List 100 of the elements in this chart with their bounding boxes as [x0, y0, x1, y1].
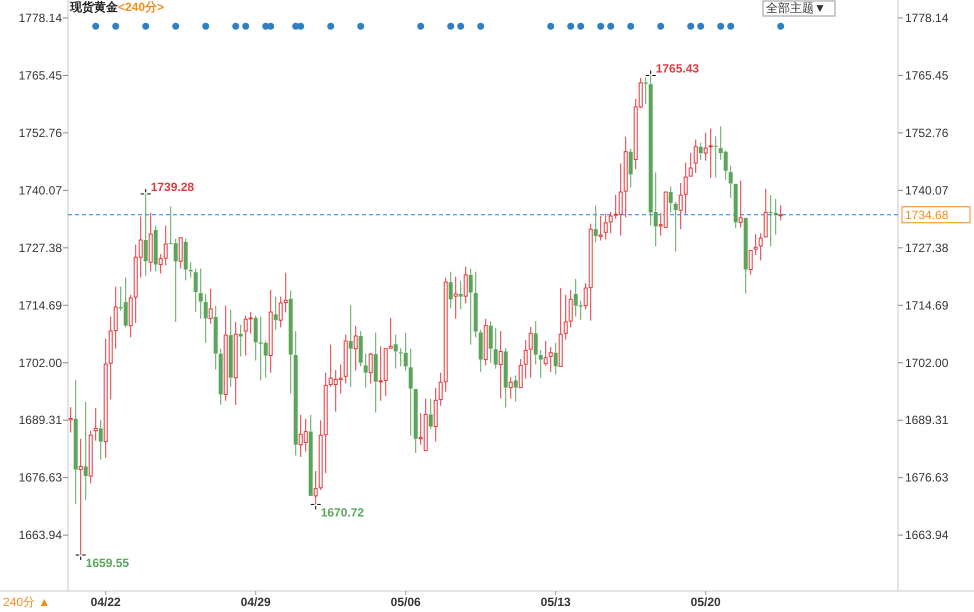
annotation: 全部主题▼	[766, 1, 826, 15]
candlestick	[714, 136, 718, 178]
candlestick	[224, 305, 228, 402]
candlestick	[314, 470, 318, 505]
candlestick	[494, 327, 498, 370]
candlestick	[428, 398, 433, 430]
candlestick	[448, 271, 453, 309]
candlestick	[374, 332, 378, 414]
candlestick	[528, 326, 533, 378]
candlestick	[568, 289, 573, 328]
candlestick	[354, 326, 358, 371]
candlestick	[204, 293, 208, 344]
candlestick	[688, 152, 693, 177]
candlestick	[594, 205, 598, 243]
candlestick	[668, 186, 673, 213]
candlestick	[148, 212, 153, 272]
candlestick	[274, 296, 278, 330]
candlestick	[434, 388, 438, 442]
candlestick	[294, 330, 298, 456]
y-tick-label: 1740.07	[18, 183, 62, 198]
candlestick	[234, 321, 238, 406]
candlestick	[218, 348, 223, 406]
candlestick	[704, 132, 708, 162]
candlestick	[488, 320, 493, 364]
candlestick	[94, 408, 98, 442]
candlestick	[734, 184, 738, 229]
text: 1765.45	[905, 68, 948, 82]
text: 1663.94	[905, 528, 948, 542]
text: 1676.63	[905, 470, 948, 485]
candlestick	[498, 330, 503, 400]
y-tick-label: 1765.45	[18, 68, 62, 82]
candlestick	[478, 329, 483, 372]
candlestick	[288, 290, 293, 394]
candlestick	[358, 330, 363, 367]
text: 1752.76	[905, 126, 948, 140]
y-tick-label: 1778.14	[18, 10, 62, 25]
candlestick	[74, 379, 78, 505]
text: 1689.31	[905, 413, 948, 428]
text: 1740.07	[905, 183, 948, 198]
candlestick	[344, 334, 348, 384]
candlestick	[68, 406, 73, 433]
x-tick-label: 05/20	[690, 595, 722, 609]
candlestick	[644, 76, 648, 105]
candlestick	[514, 374, 518, 402]
candlestick	[694, 138, 698, 174]
candlestick	[744, 218, 748, 294]
y-tick-label: 1663.94	[18, 528, 62, 542]
candlestick	[464, 266, 468, 304]
text: 240分 ▲	[3, 595, 50, 609]
text: 1778.14	[905, 10, 948, 25]
text: 1727.38	[905, 240, 948, 255]
candlestick	[548, 346, 553, 372]
candlestick	[228, 309, 233, 388]
ref-line-label: 1734.68	[905, 208, 949, 222]
candlestick	[458, 280, 463, 310]
candlestick	[474, 271, 478, 338]
candlestick	[524, 340, 528, 380]
candlestick	[84, 401, 88, 500]
candlestick	[154, 225, 158, 272]
x-tick-label: 04/22	[90, 595, 122, 609]
annotation: 1765.43	[656, 61, 700, 76]
candlestick	[754, 234, 758, 256]
candlestick	[194, 268, 198, 313]
candlestick	[674, 201, 678, 252]
y-tick-label: 1752.76	[18, 126, 62, 140]
candlestick	[364, 353, 368, 388]
annotation: 1670.72	[320, 505, 364, 520]
text: 1702.00	[905, 356, 948, 370]
candlestick	[188, 262, 193, 278]
candlestick	[728, 165, 733, 198]
candlestick	[184, 238, 188, 281]
candlestick	[468, 268, 473, 346]
annotation: 1739.28	[150, 180, 194, 194]
candlestick	[748, 250, 753, 275]
candlestick	[534, 320, 538, 366]
candlestick	[308, 414, 313, 496]
candlestick	[698, 142, 703, 160]
candlestick	[518, 358, 523, 388]
candlestick	[78, 438, 83, 556]
x-tick-label: 04/29	[240, 595, 272, 609]
candlestick	[144, 193, 148, 276]
chart-subtitle: <240分>	[118, 0, 164, 14]
x-tick-label: 05/13	[540, 595, 572, 609]
candlestick	[348, 304, 353, 388]
candlestick	[394, 334, 398, 370]
candlestick	[508, 376, 513, 400]
chart-title: 现货黄金	[69, 0, 119, 14]
candlestick	[238, 324, 243, 357]
candlestick	[198, 268, 203, 320]
candlestick	[454, 276, 458, 320]
y-tick-label: 1727.38	[18, 240, 62, 255]
candlestick	[764, 188, 768, 238]
candlestick	[208, 288, 213, 324]
candlestick	[538, 350, 543, 378]
candlestick	[604, 213, 608, 240]
y-tick-label: 1676.63	[18, 470, 62, 485]
candlestick	[738, 180, 743, 228]
candlestick	[504, 347, 508, 408]
candlestick	[98, 419, 103, 460]
candlestick	[624, 136, 628, 218]
